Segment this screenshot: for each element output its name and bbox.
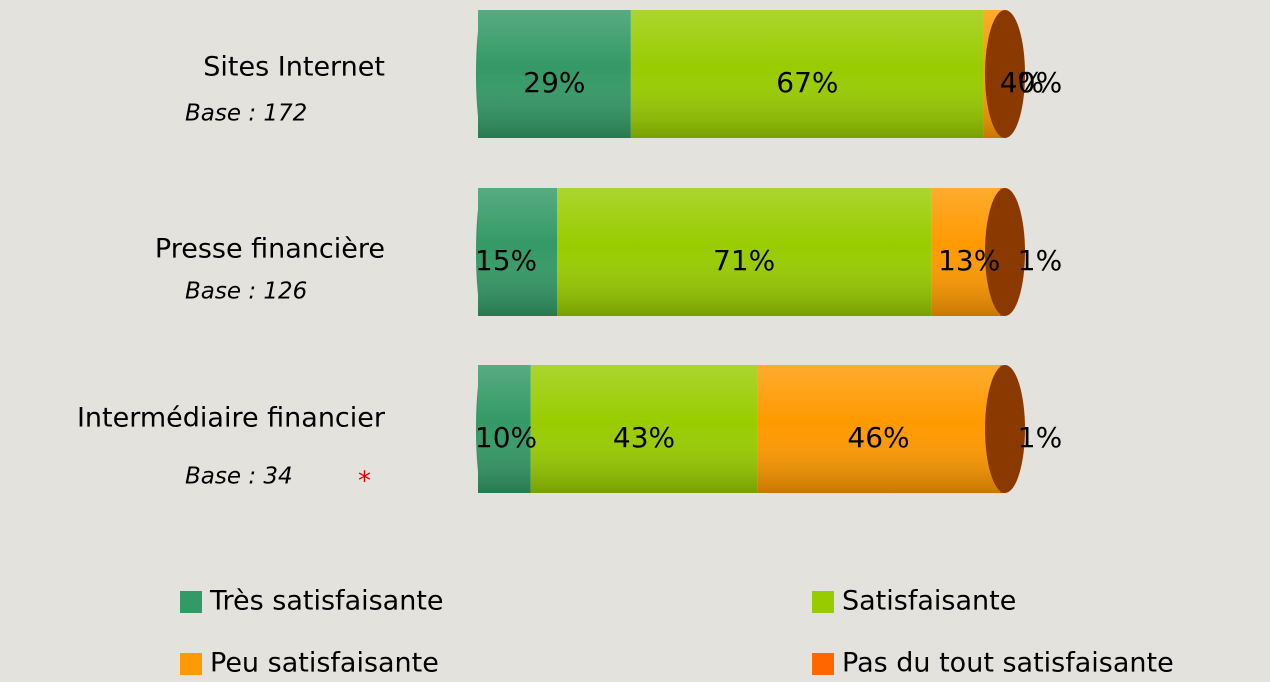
value-label: 71% (713, 244, 775, 277)
base-label: Base : 126 (185, 279, 307, 305)
category-label: Intermédiaire financier (77, 403, 386, 434)
bar-shade (757, 365, 1000, 493)
base-label: Base : 34 (185, 464, 293, 490)
bar-cap (985, 188, 1025, 316)
bar-shade (630, 10, 984, 138)
value-label: 10% (475, 421, 537, 454)
bar-shade (557, 188, 932, 316)
legend-swatch (180, 653, 202, 675)
value-label: 43% (613, 421, 675, 454)
bar-cap (985, 10, 1025, 138)
value-label: 0% (1018, 66, 1062, 99)
bar-shade (478, 365, 531, 493)
legend-swatch (812, 653, 834, 675)
legend-label: Pas du tout satisfaisante (842, 648, 1174, 679)
bar-shade (530, 365, 758, 493)
legend-label: Très satisfaisante (209, 586, 444, 617)
value-label: 1% (1018, 244, 1062, 277)
value-label: 67% (776, 66, 838, 99)
value-label: 4% (1000, 66, 1044, 99)
value-label: 15% (475, 244, 537, 277)
legend-label: Satisfaisante (842, 586, 1016, 617)
bar-cap (985, 365, 1025, 493)
value-label: 13% (938, 244, 1000, 277)
legend-swatch (180, 591, 202, 613)
category-label: Presse financière (155, 234, 385, 265)
bar-shade (478, 10, 631, 138)
footnote-marker: * (358, 467, 371, 497)
bar-shade (478, 188, 558, 316)
value-label: 29% (523, 66, 585, 99)
legend-label: Peu satisfaisante (210, 648, 439, 679)
value-label: 1% (1018, 421, 1062, 454)
legend-swatch (812, 591, 834, 613)
value-label: 46% (847, 421, 909, 454)
category-label: Sites Internet (203, 52, 385, 83)
base-label: Base : 172 (185, 101, 307, 127)
